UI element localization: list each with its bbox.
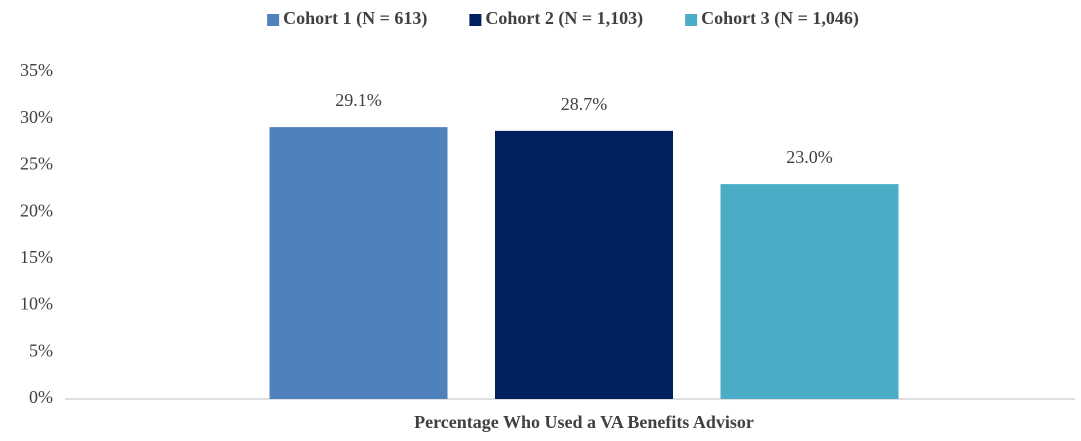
bar — [720, 184, 899, 399]
y-tick-label: 25% — [20, 154, 53, 174]
x-tick-label: Percentage Who Used a VA Benefits Adviso… — [414, 412, 754, 432]
legend-label: Cohort 2 (N = 1,103) — [485, 8, 643, 29]
value-label: 28.7% — [561, 94, 608, 114]
bar — [495, 130, 673, 400]
value-label: 23.0% — [786, 147, 833, 167]
legend-label: Cohort 3 (N = 1,046) — [701, 8, 859, 29]
legend-swatch — [469, 14, 482, 26]
y-tick-label: 30% — [20, 107, 53, 127]
y-tick-label: 10% — [20, 294, 53, 314]
y-tick-label: 35% — [20, 60, 53, 80]
legend-swatch — [267, 14, 280, 26]
y-tick-label: 0% — [29, 387, 53, 407]
value-label: 29.1% — [335, 90, 382, 110]
legend: Cohort 1 (N = 613) Cohort 2 (N = 1,103) Co… — [267, 8, 859, 29]
y-tick-label: 15% — [20, 247, 53, 267]
bar — [269, 127, 448, 399]
legend-label: Cohort 1 (N = 613) — [283, 8, 427, 29]
y-tick-label: 5% — [29, 340, 53, 360]
y-tick-label: 20% — [20, 200, 53, 220]
legend-swatch — [685, 14, 698, 26]
